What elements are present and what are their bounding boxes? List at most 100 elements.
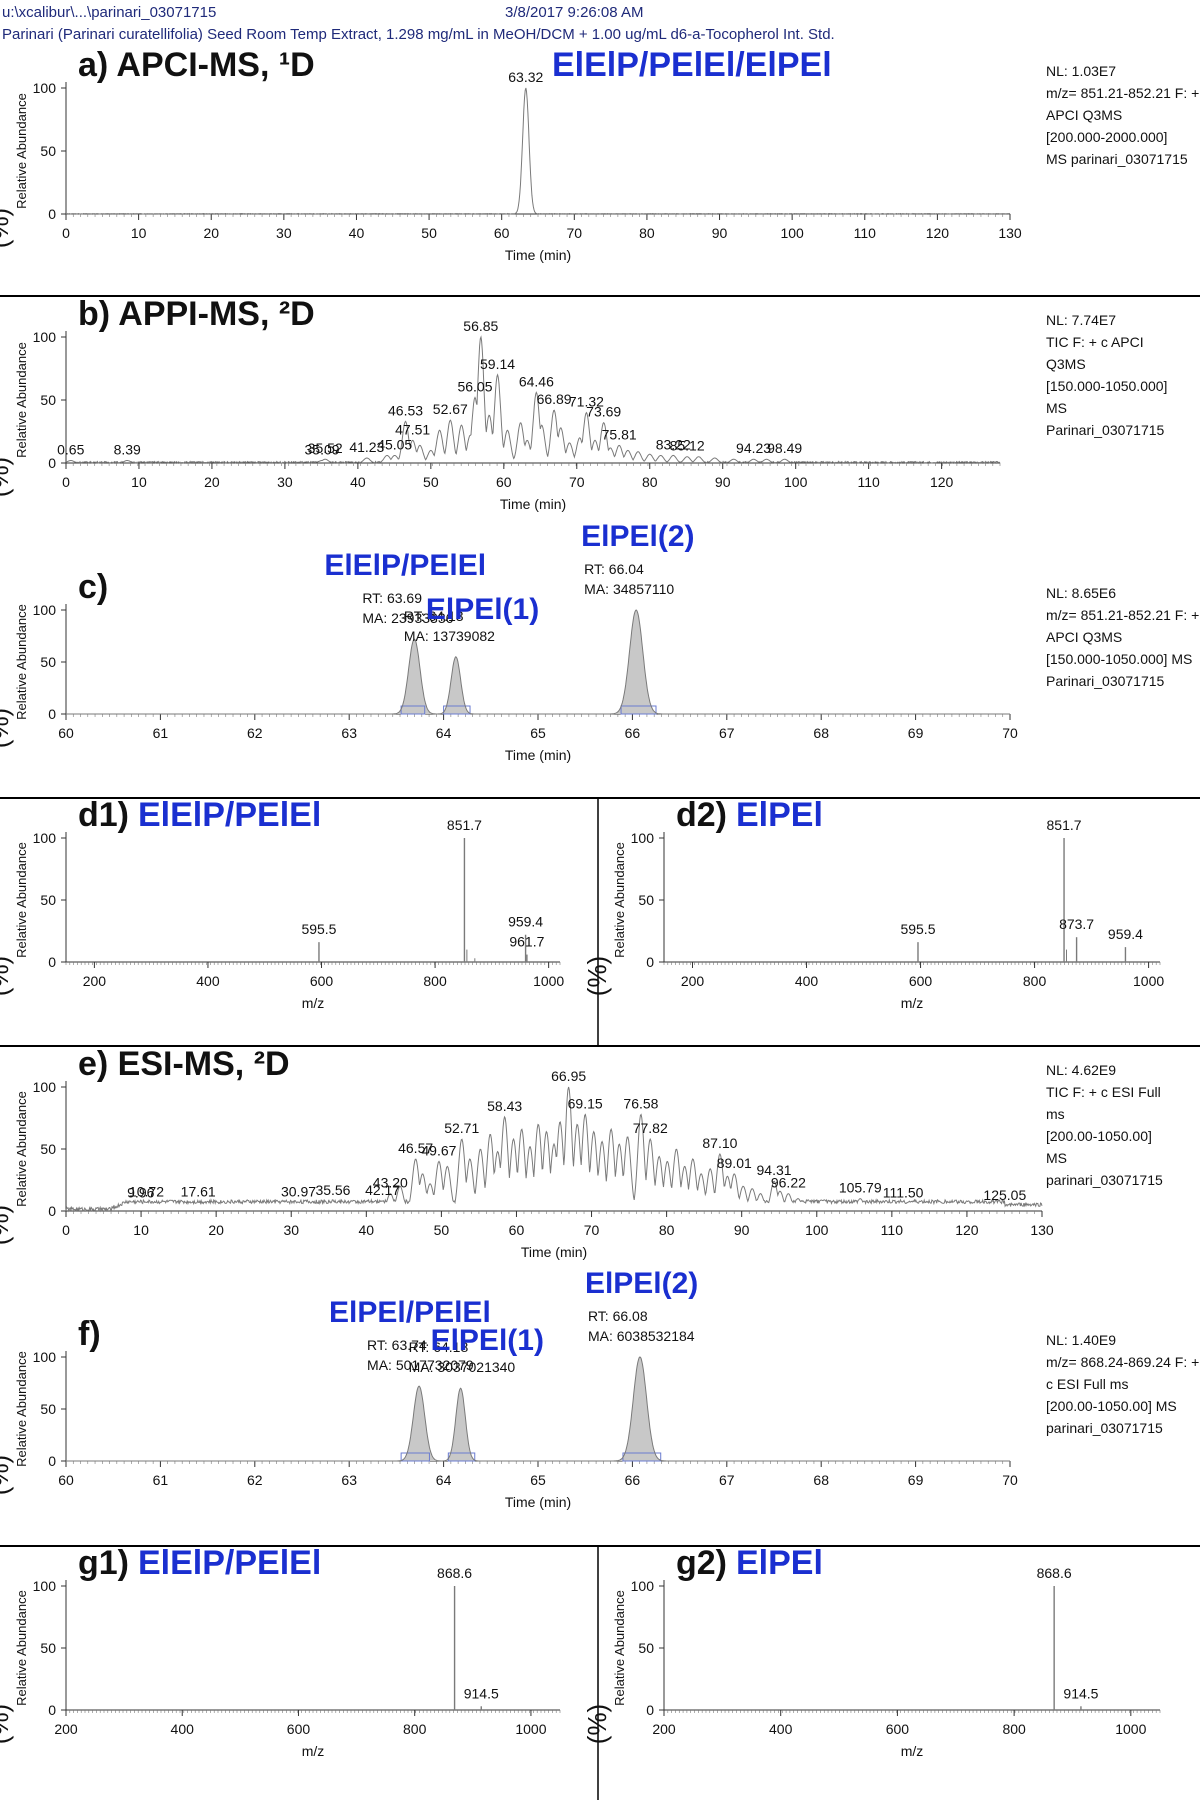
y-axis-label-group: Relative Abundance(%)	[0, 1351, 29, 1495]
x-tick-label: 110	[857, 474, 880, 490]
peak-ma-label: MA: 5017732079	[367, 1357, 474, 1373]
x-tick-label: 600	[287, 1721, 311, 1737]
panel-highlight: ElPEl	[736, 796, 823, 834]
y-tick-label: 50	[40, 143, 56, 159]
y-tick-label: 100	[631, 1578, 655, 1594]
x-tick-label: 40	[349, 225, 365, 241]
peak-ma-label: MA: 3037021340	[409, 1359, 516, 1375]
x-tick-label: 30	[283, 1222, 299, 1238]
x-tick-label: 70	[1002, 1472, 1018, 1488]
peak-label: 83.22	[656, 436, 691, 452]
peak-label: 8.39	[114, 441, 141, 457]
y-tick-label: 0	[48, 455, 56, 471]
x-tick-label: 20	[204, 474, 220, 490]
x-axis-label: m/z	[302, 995, 325, 1011]
peak-label: 52.71	[444, 1120, 479, 1136]
panel-title: d2)	[676, 796, 727, 834]
peak-label: 76.58	[623, 1095, 658, 1111]
peak-label: 71.32	[569, 394, 604, 410]
y-tick-label: 50	[40, 1401, 56, 1417]
y-axis-unit: (%)	[0, 1455, 14, 1495]
x-tick-label: 60	[58, 725, 74, 741]
y-tick-label: 50	[638, 892, 654, 908]
integration-box	[443, 705, 471, 715]
y-axis-label-group: Relative Abundance(%)	[582, 1590, 627, 1744]
info-line: APCI Q3MS	[1046, 107, 1122, 123]
peak-rt-label: RT: 63.69	[362, 590, 422, 606]
x-tick-label: 61	[153, 725, 169, 741]
y-tick-label: 50	[40, 1141, 56, 1157]
y-axis-unit: (%)	[582, 1704, 612, 1744]
x-tick-label: 600	[909, 973, 933, 989]
x-axis-label: m/z	[901, 995, 924, 1011]
y-axis-unit: (%)	[0, 708, 14, 748]
info-line: MS parinari_03071715	[1046, 151, 1188, 167]
x-tick-label: 67	[719, 1472, 735, 1488]
x-axis-label: Time (min)	[505, 247, 571, 263]
info-line: c ESI Full ms	[1046, 1376, 1128, 1392]
x-axis-label: Time (min)	[505, 1494, 571, 1510]
peak-label: 58.43	[487, 1098, 522, 1114]
info-line: parinari_03071715	[1046, 1420, 1163, 1436]
x-axis-label: Time (min)	[505, 747, 571, 763]
panel-title: f)	[78, 1315, 101, 1353]
info-line: TIC F: + c APCI	[1046, 334, 1144, 350]
panel-title: g1)	[78, 1544, 129, 1582]
x-tick-label: 100	[780, 225, 804, 241]
info-line: TIC F: + c ESI Full	[1046, 1084, 1161, 1100]
y-tick-label: 50	[40, 392, 56, 408]
chromatogram-trace	[66, 1356, 1010, 1462]
x-tick-label: 62	[247, 1472, 263, 1488]
x-tick-label: 40	[350, 474, 366, 490]
x-tick-label: 200	[652, 1721, 676, 1737]
peak-label: 69.15	[568, 1095, 603, 1111]
info-line: APCI Q3MS	[1046, 629, 1122, 645]
peak-ma-label: MA: 6038532184	[588, 1328, 695, 1344]
info-line: Q3MS	[1046, 356, 1086, 372]
spectrum-peak-label: 868.6	[1037, 1565, 1072, 1581]
peak-label: 35.09	[305, 441, 340, 457]
chart-panel-b: b) APPI-MS, ²D Relative Abundance(%) 0 10 20…	[0, 295, 1167, 512]
y-axis-label: Relative Abundance	[14, 604, 29, 720]
x-tick-label: 400	[171, 1721, 195, 1737]
x-tick-label: 10	[133, 1222, 149, 1238]
peak-rt-label: RT: 66.04	[584, 561, 644, 577]
x-tick-label: 0	[62, 225, 70, 241]
spectrum-peak-label: 873.7	[1059, 916, 1094, 932]
info-line: NL: 4.62E9	[1046, 1062, 1116, 1078]
x-tick-label: 60	[58, 1472, 74, 1488]
x-tick-label: 10	[131, 225, 147, 241]
peak-assignment: ElPEl(2)	[585, 1267, 698, 1300]
x-tick-label: 30	[277, 474, 293, 490]
x-tick-label: 80	[639, 225, 655, 241]
x-tick-label: 63	[341, 1472, 357, 1488]
y-tick-label: 100	[33, 602, 57, 618]
panel-highlight: ElElP/PElEl	[138, 796, 321, 834]
y-tick-label: 50	[40, 654, 56, 670]
x-tick-label: 800	[1002, 1721, 1026, 1737]
x-tick-label: 120	[930, 474, 954, 490]
x-tick-label: 130	[998, 225, 1022, 241]
y-tick-label: 0	[646, 954, 654, 970]
x-tick-label: 90	[734, 1222, 750, 1238]
x-tick-label: 68	[813, 1472, 829, 1488]
peak-label: 87.10	[702, 1135, 737, 1151]
peak-label: 43.20	[373, 1175, 408, 1191]
panel-title: g2)	[676, 1544, 727, 1582]
chart-panel-e: e) ESI-MS, ²D Relative Abundance(%) 0 10 20 3…	[0, 1045, 1163, 1260]
y-axis-label: Relative Abundance	[14, 93, 29, 209]
acquisition-datetime: 3/8/2017 9:26:08 AM	[505, 4, 644, 21]
info-line: Parinari_03071715	[1046, 673, 1165, 689]
peak-label: 56.85	[463, 318, 498, 334]
x-tick-label: 1000	[1115, 1721, 1146, 1737]
x-tick-label: 65	[530, 1472, 546, 1488]
x-tick-label: 110	[881, 1222, 904, 1238]
spectrum-peak-label: 961.7	[509, 934, 544, 950]
x-tick-label: 68	[813, 725, 829, 741]
peak-label: 66.89	[537, 391, 572, 407]
x-tick-label: 200	[83, 973, 107, 989]
x-tick-label: 70	[567, 225, 583, 241]
chart-panel-d2: d2) ElPEl Relative Abundance(%) 200 400 600 80…	[582, 796, 1164, 1011]
x-axis-label: Time (min)	[521, 1244, 587, 1260]
